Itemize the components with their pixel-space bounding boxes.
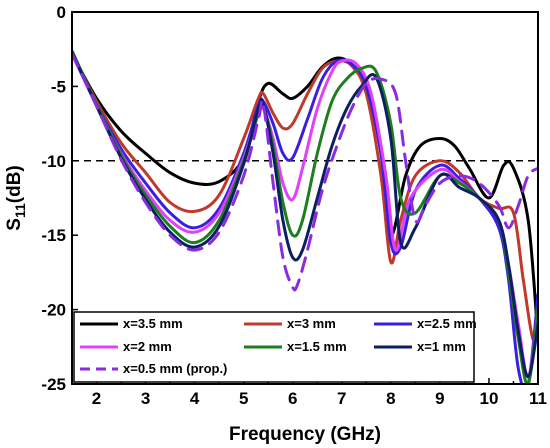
y-axis-title-main: S	[4, 218, 25, 231]
series-line-2	[72, 52, 538, 384]
series-line-6	[72, 52, 538, 292]
x-tick-label: 2	[92, 389, 101, 408]
y-axis-title-subscript: 11	[12, 203, 28, 218]
x-tick-label: 5	[239, 389, 248, 408]
legend-label: x=0.5 mm (prop.)	[123, 361, 227, 376]
legend-label: x=3 mm	[287, 316, 336, 331]
x-tick-label: 11	[529, 389, 547, 408]
x-tick-label: 4	[190, 389, 200, 408]
x-tick-label: 6	[288, 389, 297, 408]
x-tick-label: 7	[337, 389, 346, 408]
plot-frame	[71, 11, 539, 385]
legend-label: x=2 mm	[123, 339, 172, 354]
legend-label: x=2.5 mm	[417, 316, 477, 331]
y-axis-title-unit: (dB)	[4, 165, 25, 203]
legend-label: x=1 mm	[417, 339, 466, 354]
y-tick-label: -5	[51, 77, 66, 96]
plot-area	[72, 49, 538, 384]
legend: x=3.5 mm x=3 mm x=2.5 mm x=2 mm x=1.5 mm x=1 …	[73, 311, 477, 383]
series-line-1	[72, 52, 538, 342]
y-tick-label: -20	[41, 301, 66, 320]
y-tick-label: -15	[41, 226, 66, 245]
series-line-5	[72, 50, 538, 379]
y-tick-label: 0	[57, 3, 66, 22]
y-tick-label: -25	[41, 375, 66, 394]
legend-label: x=3.5 mm	[123, 316, 183, 331]
legend-label: x=1.5 mm	[287, 339, 347, 354]
x-tick-label: 3	[141, 389, 150, 408]
x-axis-title: Frequency (GHz)	[229, 424, 381, 445]
y-axis-title: S11(dB)	[4, 165, 28, 230]
x-tick-label: 8	[386, 389, 395, 408]
x-tick-label: 9	[435, 389, 444, 408]
y-tick-label: -10	[41, 152, 66, 171]
x-tick-label: 10	[479, 389, 498, 408]
